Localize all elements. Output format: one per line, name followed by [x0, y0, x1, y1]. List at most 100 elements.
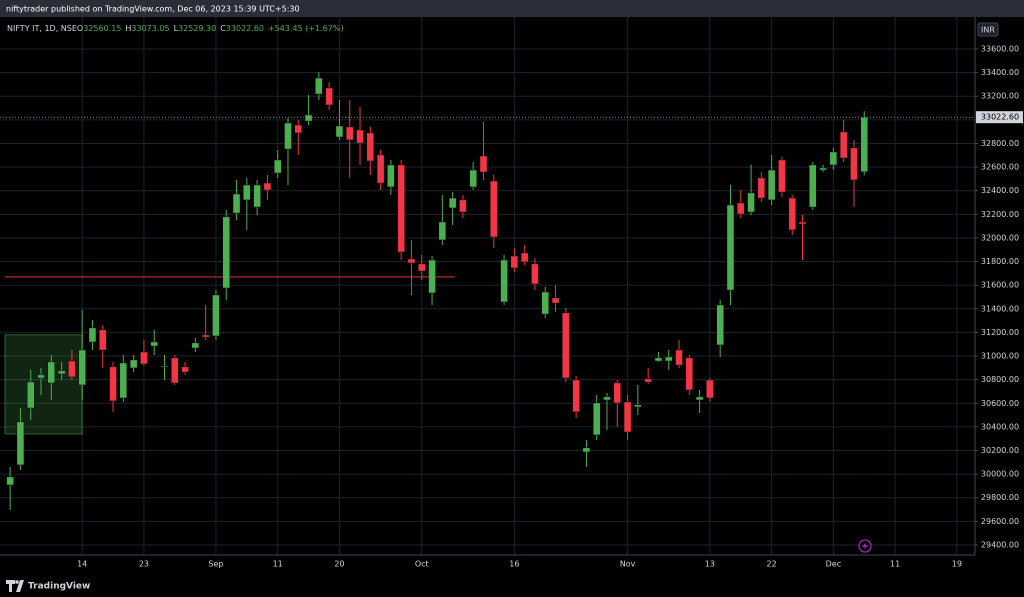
candle-body — [665, 356, 673, 362]
candle-body — [623, 401, 632, 433]
symbol: NIFTY IT, 1D, NSE — [7, 24, 77, 33]
candle-body — [819, 167, 827, 171]
x-tick-label: 19 — [952, 560, 962, 569]
candle-body — [839, 131, 848, 159]
candle-body — [778, 159, 786, 193]
x-tick-label: Nov — [620, 560, 636, 569]
candle-body — [685, 357, 694, 391]
candle-body — [737, 202, 745, 215]
change: +543.45 (+1.67%) — [268, 24, 344, 33]
candle-body — [171, 357, 179, 384]
ohlc-value: 33073.05 — [131, 24, 169, 33]
x-tick-label: 13 — [705, 560, 715, 569]
candle-body — [397, 164, 405, 253]
candle-body — [603, 396, 611, 401]
candle-body — [181, 366, 189, 373]
candle-body — [500, 259, 508, 303]
candle-body — [541, 291, 549, 315]
y-tick-label: 30600.00 — [981, 399, 1019, 408]
candle-body — [747, 192, 755, 213]
candle-body — [798, 221, 807, 225]
candle-body — [448, 197, 457, 209]
y-tick-label: 30200.00 — [981, 446, 1019, 455]
candle-body — [68, 360, 76, 378]
ohlc-value: 33022.60 — [226, 24, 264, 33]
y-tick-label: 31800.00 — [981, 257, 1019, 266]
candle-body — [613, 382, 621, 404]
legend: NIFTY IT, 1D, NSEO32560.15 H33073.05 L3252… — [7, 24, 344, 33]
candle-body — [376, 154, 385, 184]
y-tick-label: 32800.00 — [981, 139, 1019, 148]
candle-body — [520, 252, 529, 263]
y-tick-label: 32000.00 — [981, 233, 1019, 242]
header-bar — [0, 0, 1024, 17]
brand: TradingView — [28, 582, 90, 592]
candle-body — [860, 116, 868, 172]
y-tick-label: 31400.00 — [981, 304, 1019, 313]
candle-body — [572, 379, 580, 413]
ohlc-value: 32529.30 — [178, 24, 216, 33]
candle-body — [294, 124, 302, 134]
candle-body — [253, 184, 261, 208]
candle-body — [706, 379, 714, 399]
currency-box — [977, 22, 999, 37]
candle-body — [510, 255, 519, 269]
candle-body — [562, 312, 570, 379]
candle-body — [654, 357, 663, 362]
candle-body — [304, 114, 313, 122]
ohlc-key: C — [220, 24, 226, 33]
y-tick-label: 33400.00 — [981, 68, 1019, 77]
y-tick-label: 29800.00 — [981, 493, 1019, 502]
y-tick-label: 30400.00 — [981, 422, 1019, 431]
candle-body — [490, 180, 498, 238]
candle-body — [675, 349, 683, 366]
candle-body — [551, 297, 560, 304]
publisher: niftytrader published on TradingView.com… — [6, 5, 300, 14]
candle-body — [150, 341, 158, 347]
candle-body — [356, 129, 364, 144]
candle-body — [160, 365, 169, 368]
candle-body — [716, 304, 724, 346]
x-tick-label: 11 — [890, 560, 900, 569]
y-tick-label: 33200.00 — [981, 92, 1019, 101]
event-icon[interactable] — [858, 539, 872, 553]
x-tick-label: Dec — [826, 560, 841, 569]
candle-body — [315, 77, 323, 95]
x-tick-label: 14 — [77, 560, 87, 569]
candle-body — [428, 259, 436, 294]
y-tick-label: 32600.00 — [981, 163, 1019, 172]
candle-body — [726, 204, 735, 291]
y-tick-label: 30000.00 — [981, 470, 1019, 479]
candle-body — [37, 374, 45, 379]
y-tick-label: 31000.00 — [981, 352, 1019, 361]
candle-body — [346, 126, 354, 141]
x-tick-label: 23 — [139, 560, 149, 569]
x-tick-label: 11 — [273, 560, 283, 569]
brand-logo-dot — [15, 580, 19, 584]
event-bolt — [862, 542, 868, 550]
candle-body — [366, 132, 375, 162]
x-tick-label: 22 — [767, 560, 777, 569]
plot-area — [0, 17, 975, 555]
last-price-label: 33022.60 — [981, 113, 1019, 122]
y-tick-label: 31200.00 — [981, 328, 1019, 337]
brand-logo — [6, 580, 24, 592]
ohlc-key: H — [125, 24, 131, 33]
candle-body — [788, 197, 796, 231]
candle-body — [757, 177, 766, 199]
candle-body — [469, 169, 477, 188]
candle-body — [850, 147, 858, 181]
candle-body — [109, 366, 117, 402]
ohlc-value: 32560.15 — [83, 24, 121, 33]
candle-body — [57, 370, 66, 375]
y-tick-label: 30800.00 — [981, 375, 1019, 384]
range-box — [4, 334, 83, 435]
ohlc-key: L — [174, 24, 179, 33]
y-tick-label: 31600.00 — [981, 281, 1019, 290]
candle-body — [459, 199, 467, 213]
candle-body — [695, 396, 704, 401]
candle-body — [99, 329, 107, 351]
candle-body — [201, 334, 210, 338]
